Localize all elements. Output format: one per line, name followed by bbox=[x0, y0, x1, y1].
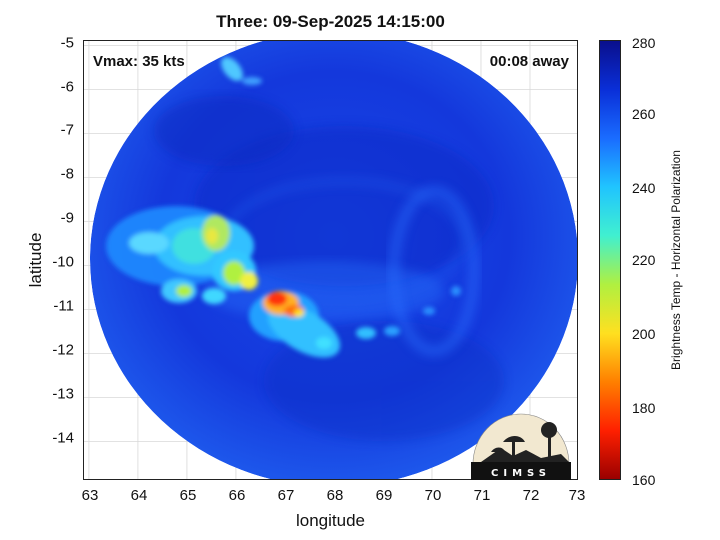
x-axis-label: longitude bbox=[295, 511, 365, 530]
colorbar-tick: 240 bbox=[632, 180, 656, 196]
x-tick: 63 bbox=[81, 487, 99, 504]
plot-title: Three: 09-Sep-2025 14:15:00 bbox=[216, 12, 445, 31]
x-tick: 72 bbox=[522, 487, 540, 504]
y-tick: -9 bbox=[60, 209, 74, 227]
colorbar-tick: 160 bbox=[632, 472, 656, 488]
colorbar-label: Brightness Temp - Horizontal Polarizatio… bbox=[669, 150, 683, 370]
colorbar-tick: 260 bbox=[632, 106, 656, 122]
x-tick: 73 bbox=[568, 487, 586, 504]
colorbar-tick: 200 bbox=[632, 326, 656, 342]
x-tick: 67 bbox=[277, 487, 295, 504]
y-tick: -12 bbox=[52, 341, 74, 359]
y-tick: -11 bbox=[53, 297, 74, 315]
y-tick: -6 bbox=[60, 78, 74, 96]
y-tick: -8 bbox=[60, 165, 74, 183]
y-axis-label: latitude bbox=[26, 232, 45, 288]
y-tick: -13 bbox=[52, 385, 74, 403]
y-tick: -5 bbox=[60, 34, 74, 52]
x-tick: 64 bbox=[130, 487, 148, 504]
colorbar-tick: 280 bbox=[632, 35, 656, 51]
y-tick: -7 bbox=[60, 121, 74, 139]
vmax-label: Vmax: 35 kts bbox=[93, 53, 185, 70]
x-tick: 65 bbox=[179, 487, 197, 504]
x-tick: 68 bbox=[326, 487, 344, 504]
cloud-features bbox=[106, 57, 461, 358]
svg-text:CIMSS: CIMSS bbox=[491, 468, 551, 479]
brightness-temp-map bbox=[84, 41, 577, 479]
swath-disk bbox=[90, 41, 577, 479]
x-tick: 71 bbox=[473, 487, 491, 504]
y-tick: -10 bbox=[52, 253, 74, 271]
cimss-logo: CIMSS bbox=[471, 412, 571, 515]
map-plot-area bbox=[83, 40, 578, 480]
x-tick: 70 bbox=[424, 487, 442, 504]
x-tick: 66 bbox=[228, 487, 246, 504]
x-tick: 69 bbox=[375, 487, 393, 504]
colorbar-tick: 180 bbox=[632, 400, 656, 416]
colorbar-tick: 220 bbox=[632, 252, 656, 268]
colorbar bbox=[599, 40, 621, 480]
time-away-label: 00:08 away bbox=[489, 53, 569, 70]
y-tick: -14 bbox=[52, 429, 74, 447]
